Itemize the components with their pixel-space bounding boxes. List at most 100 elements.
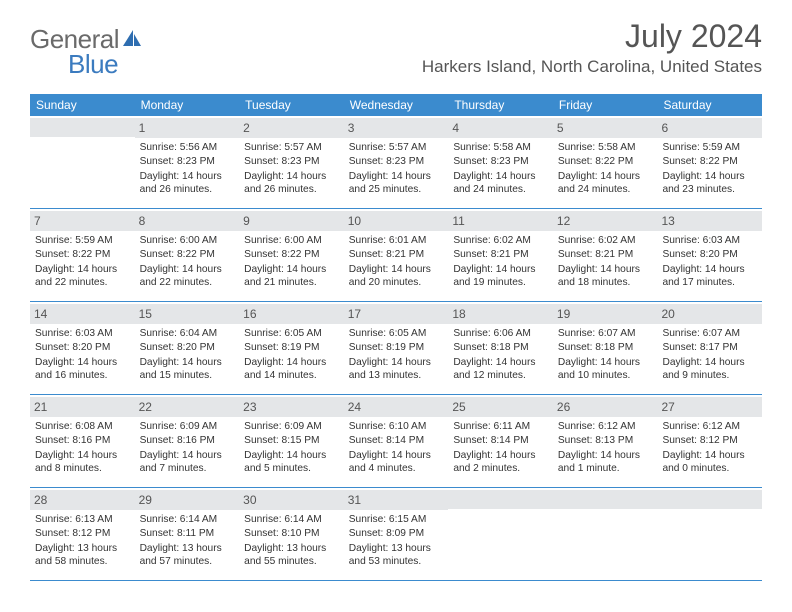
sunrise: Sunrise: 6:01 AM: [349, 234, 444, 248]
weekday-header: Saturday: [657, 94, 762, 116]
sunrise: Sunrise: 6:06 AM: [453, 327, 548, 341]
day-info: Sunrise: 6:15 AMSunset: 8:09 PMDaylight:…: [349, 513, 444, 569]
sunset: Sunset: 8:20 PM: [140, 341, 235, 355]
day-cell: 9Sunrise: 6:00 AMSunset: 8:22 PMDaylight…: [239, 209, 344, 301]
sunrise: Sunrise: 5:56 AM: [140, 141, 235, 155]
day-cell: 10Sunrise: 6:01 AMSunset: 8:21 PMDayligh…: [344, 209, 449, 301]
daylight: Daylight: 14 hours and 26 minutes.: [244, 170, 339, 198]
sunrise: Sunrise: 5:57 AM: [244, 141, 339, 155]
day-info: Sunrise: 5:56 AMSunset: 8:23 PMDaylight:…: [140, 141, 235, 197]
sunrise: Sunrise: 6:13 AM: [35, 513, 130, 527]
daylight: Daylight: 13 hours and 53 minutes.: [349, 542, 444, 570]
sunset: Sunset: 8:16 PM: [35, 434, 130, 448]
day-cell: 31 Sunrise: 6:15 AMSunset: 8:09 PMDayligh…: [344, 488, 449, 580]
day-cell: 7Sunrise: 5:59 AMSunset: 8:22 PMDaylight…: [30, 209, 135, 301]
daylight: Daylight: 14 hours and 9 minutes.: [662, 356, 757, 384]
logo: GeneralBlue: [30, 24, 143, 86]
sunrise: Sunrise: 6:05 AM: [244, 327, 339, 341]
day-number: 6: [657, 118, 762, 138]
day-number: 9: [239, 211, 344, 231]
weekday-header-row: SundayMondayTuesdayWednesdayThursdayFrid…: [30, 94, 762, 116]
day-cell: 11Sunrise: 6:02 AMSunset: 8:21 PMDayligh…: [448, 209, 553, 301]
day-cell: [553, 488, 658, 580]
sunrise: Sunrise: 6:12 AM: [558, 420, 653, 434]
sunrise: Sunrise: 6:11 AM: [453, 420, 548, 434]
sunrise: Sunrise: 6:00 AM: [244, 234, 339, 248]
sunrise: Sunrise: 6:04 AM: [140, 327, 235, 341]
day-number: 13: [657, 211, 762, 231]
sunrise: Sunrise: 6:07 AM: [662, 327, 757, 341]
week-row: 21Sunrise: 6:08 AMSunset: 8:16 PMDayligh…: [30, 395, 762, 488]
day-number: 18: [448, 304, 553, 324]
day-number: 22: [135, 397, 240, 417]
day-number: 4: [448, 118, 553, 138]
sunset: Sunset: 8:20 PM: [662, 248, 757, 262]
sunset: Sunset: 8:23 PM: [349, 155, 444, 169]
day-cell: [30, 116, 135, 208]
sunset: Sunset: 8:10 PM: [244, 527, 339, 541]
sunset: Sunset: 8:21 PM: [453, 248, 548, 262]
day-number: 14: [30, 304, 135, 324]
sunset: Sunset: 8:23 PM: [140, 155, 235, 169]
logo-sail-icon: [121, 24, 143, 54]
day-number: 3: [344, 118, 449, 138]
daylight: Daylight: 14 hours and 4 minutes.: [349, 449, 444, 477]
daylight: Daylight: 14 hours and 1 minute.: [558, 449, 653, 477]
logo-blue: Blue: [68, 49, 118, 79]
sunrise: Sunrise: 6:09 AM: [140, 420, 235, 434]
daylight: Daylight: 13 hours and 55 minutes.: [244, 542, 339, 570]
day-cell: 26Sunrise: 6:12 AMSunset: 8:13 PMDayligh…: [553, 395, 658, 487]
day-cell: 20Sunrise: 6:07 AMSunset: 8:17 PMDayligh…: [657, 302, 762, 394]
day-cell: 6 Sunrise: 5:59 AMSunset: 8:22 PMDaylight…: [657, 116, 762, 208]
sunset: Sunset: 8:11 PM: [140, 527, 235, 541]
day-info: Sunrise: 5:59 AMSunset: 8:22 PMDaylight:…: [662, 141, 757, 197]
weekday-header: Sunday: [30, 94, 135, 116]
day-number: 5: [553, 118, 658, 138]
daylight: Daylight: 13 hours and 57 minutes.: [140, 542, 235, 570]
daylight: Daylight: 14 hours and 5 minutes.: [244, 449, 339, 477]
daylight: Daylight: 14 hours and 0 minutes.: [662, 449, 757, 477]
day-cell: 3Sunrise: 5:57 AMSunset: 8:23 PMDaylight…: [344, 116, 449, 208]
sunset: Sunset: 8:12 PM: [662, 434, 757, 448]
day-cell: 14 Sunrise: 6:03 AMSunset: 8:20 PMDayligh…: [30, 302, 135, 394]
day-number: 7: [30, 211, 135, 231]
day-number: 12: [553, 211, 658, 231]
day-cell: 27Sunrise: 6:12 AMSunset: 8:12 PMDayligh…: [657, 395, 762, 487]
day-number: 29: [135, 490, 240, 510]
sunset: Sunset: 8:12 PM: [35, 527, 130, 541]
daylight: Daylight: 14 hours and 7 minutes.: [140, 449, 235, 477]
day-number: 23: [239, 397, 344, 417]
day-info: Sunrise: 6:05 AMSunset: 8:19 PMDaylight:…: [349, 327, 444, 383]
day-cell: 22 Sunrise: 6:09 AMSunset: 8:16 PMDayligh…: [135, 395, 240, 487]
day-cell: 8Sunrise: 6:00 AMSunset: 8:22 PMDaylight…: [135, 209, 240, 301]
day-number: 17: [344, 304, 449, 324]
day-number: 30: [239, 490, 344, 510]
daylight: Daylight: 14 hours and 8 minutes.: [35, 449, 130, 477]
month-title: July 2024: [422, 18, 762, 55]
day-number: 11: [448, 211, 553, 231]
weekday-header: Monday: [135, 94, 240, 116]
day-number: 2: [239, 118, 344, 138]
daylight: Daylight: 14 hours and 18 minutes.: [558, 263, 653, 291]
sunset: Sunset: 8:09 PM: [349, 527, 444, 541]
day-number: 16: [239, 304, 344, 324]
sunrise: Sunrise: 6:02 AM: [558, 234, 653, 248]
day-number: 31: [344, 490, 449, 510]
sunset: Sunset: 8:22 PM: [140, 248, 235, 262]
day-info: Sunrise: 6:03 AMSunset: 8:20 PMDaylight:…: [35, 327, 130, 383]
day-number: 8: [135, 211, 240, 231]
day-info: Sunrise: 6:05 AMSunset: 8:19 PMDaylight:…: [244, 327, 339, 383]
daylight: Daylight: 14 hours and 16 minutes.: [35, 356, 130, 384]
calendar-weeks: 1Sunrise: 5:56 AMSunset: 8:23 PMDaylight…: [30, 116, 762, 581]
daylight: Daylight: 13 hours and 58 minutes.: [35, 542, 130, 570]
day-number: 25: [448, 397, 553, 417]
day-cell: 21Sunrise: 6:08 AMSunset: 8:16 PMDayligh…: [30, 395, 135, 487]
sunrise: Sunrise: 6:02 AM: [453, 234, 548, 248]
calendar: SundayMondayTuesdayWednesdayThursdayFrid…: [30, 94, 762, 581]
daylight: Daylight: 14 hours and 10 minutes.: [558, 356, 653, 384]
weekday-header: Thursday: [448, 94, 553, 116]
sunrise: Sunrise: 5:57 AM: [349, 141, 444, 155]
sunset: Sunset: 8:16 PM: [140, 434, 235, 448]
week-row: 14 Sunrise: 6:03 AMSunset: 8:20 PMDayligh…: [30, 302, 762, 395]
week-row: 28Sunrise: 6:13 AMSunset: 8:12 PMDayligh…: [30, 488, 762, 581]
